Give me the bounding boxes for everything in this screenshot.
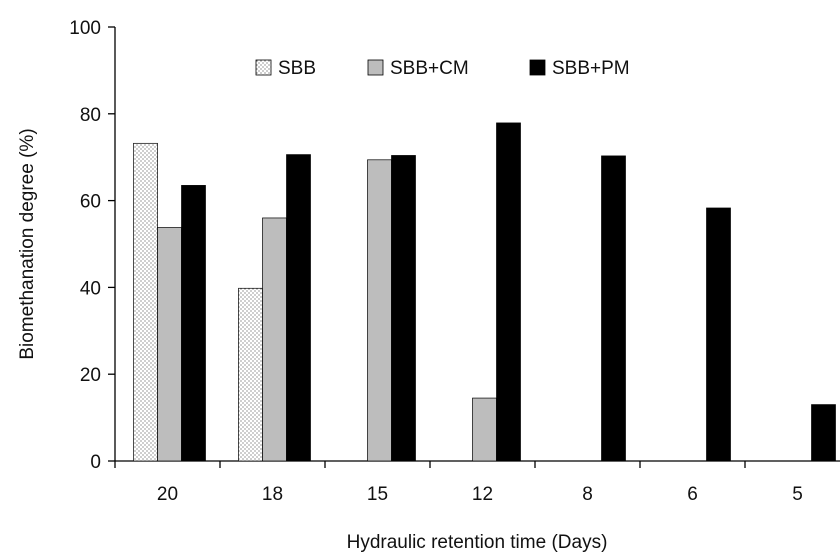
x-tick-label: 20 [157,484,178,505]
y-tick-label: 0 [90,452,101,473]
x-tick-label: 8 [582,484,593,505]
x-axis-title: Hydraulic retention time (Days) [347,532,608,553]
bar-sbb-20 [133,142,158,462]
y-axis-title: Biomethanation degree (%) [17,128,38,359]
legend-swatch-sbb-cm [367,59,384,76]
bar-sbb-cm-15 [367,159,392,462]
x-tick-label: 15 [367,484,388,505]
x-tick-label: 5 [792,484,803,505]
legend-swatch-sbb [255,59,272,76]
y-tick-label: 40 [80,278,101,299]
bar-sbb-pm-15 [391,155,416,462]
bar-sbb-pm-18 [286,154,311,462]
legend: SBB SBB+CM SBB+PM [255,58,630,79]
y-tick-label: 20 [80,365,101,386]
bar-sbb-cm-18 [262,217,287,462]
bars [133,122,836,462]
x-tick-label: 18 [262,484,283,505]
y-axis-ticks: 0 20 40 60 80 100 [69,18,115,473]
legend-swatch-sbb-pm [529,59,546,76]
legend-label-sbb-pm: SBB+PM [552,58,630,79]
bar-sbb-pm-12 [496,122,521,462]
bar-sbb-pm-6 [706,207,731,462]
bar-sbb-cm-20 [157,227,182,462]
y-tick-label: 60 [80,192,101,213]
y-tick-label: 100 [69,18,101,39]
bar-sbb-pm-8 [601,155,626,462]
bar-sbb-pm-20 [181,185,206,462]
y-tick-label: 80 [80,105,101,126]
bar-sbb-18 [238,287,263,462]
legend-label-sbb: SBB [278,58,316,79]
x-tick-label: 12 [472,484,493,505]
x-tick-label: 6 [687,484,698,505]
x-axis-ticks: 20 18 15 12 8 6 5 [114,461,803,505]
bar-sbb-cm-12 [472,397,497,462]
bar-sbb-pm-5 [811,404,836,462]
legend-label-sbb-cm: SBB+CM [390,58,469,79]
